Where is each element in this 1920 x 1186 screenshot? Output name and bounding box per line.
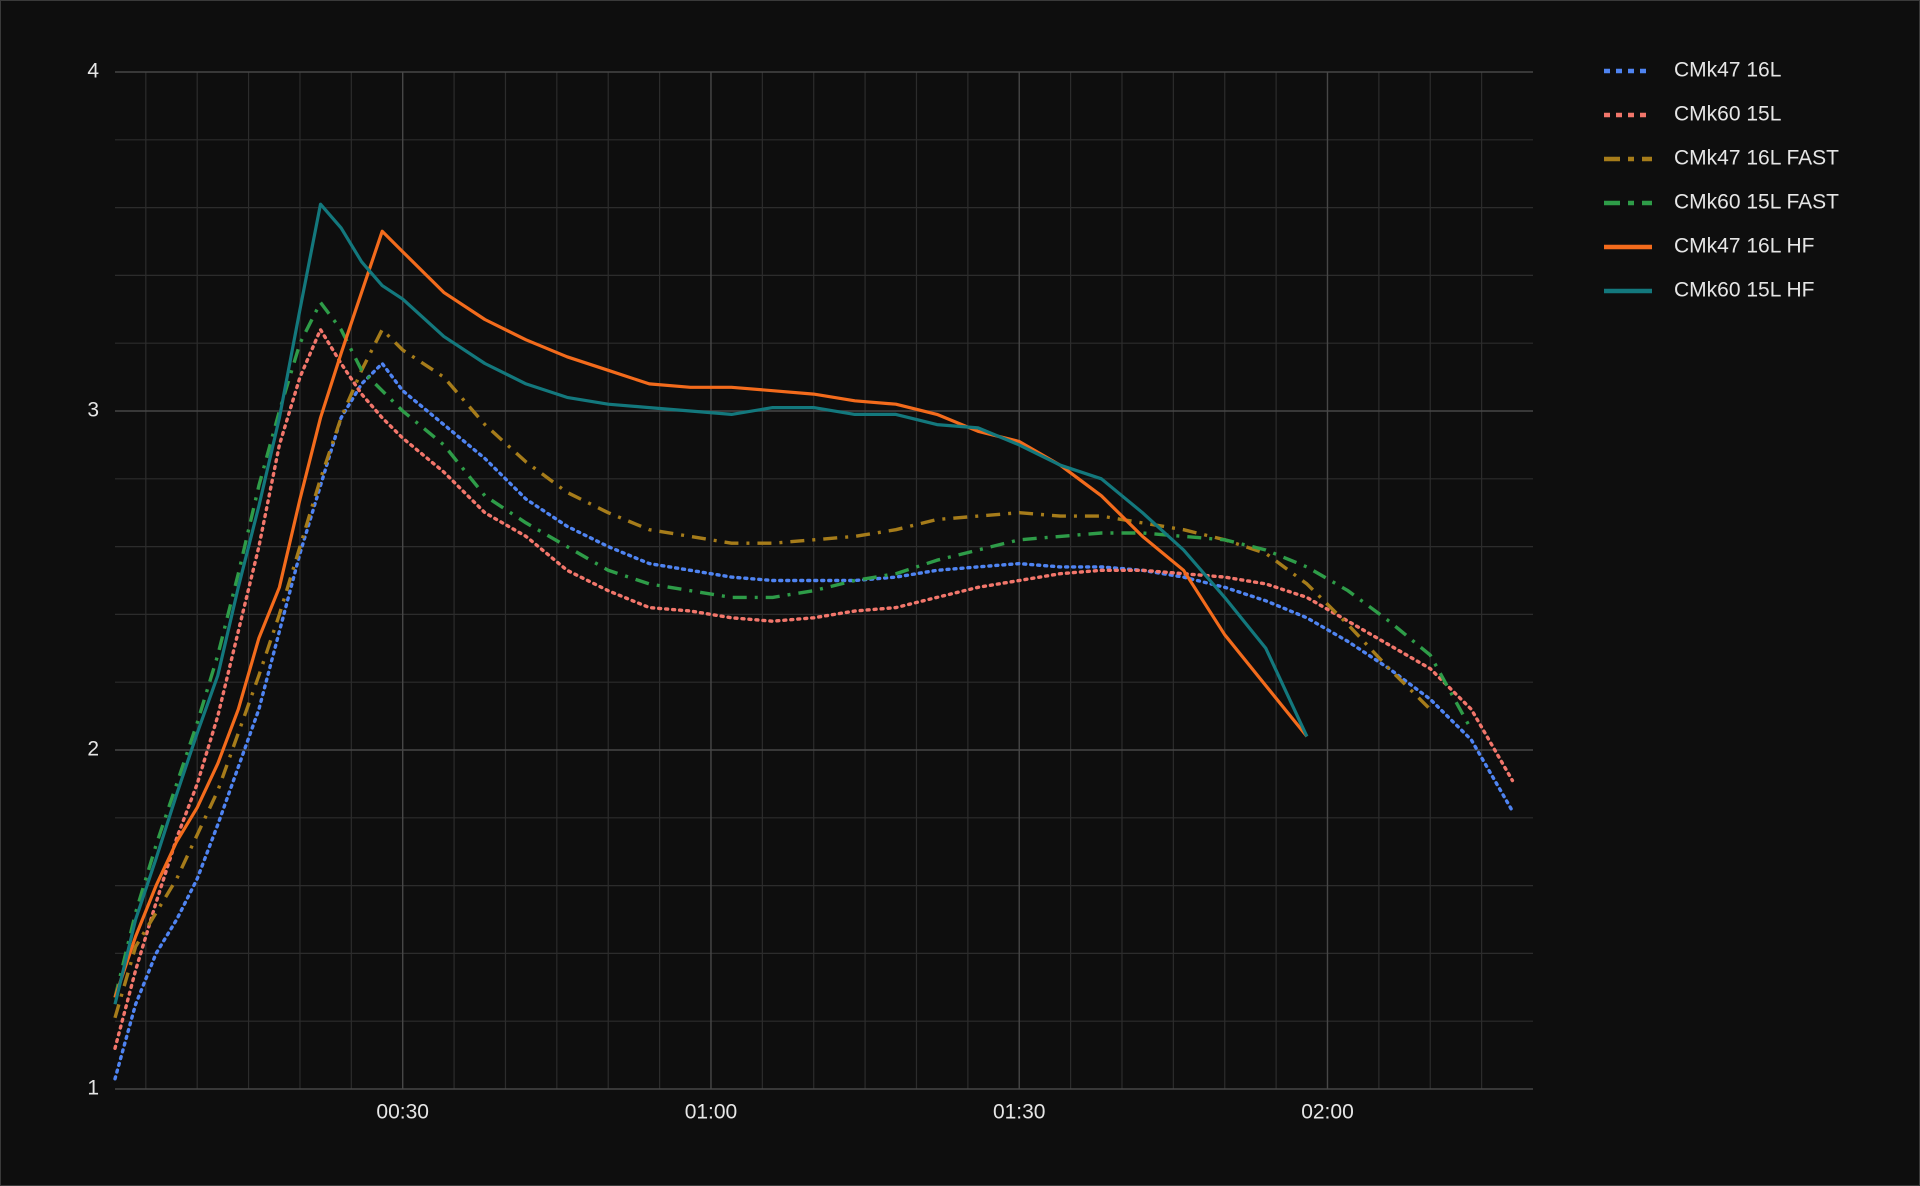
y-tick-label: 3 [87,399,99,422]
legend-label: CMk60 15L [1674,103,1781,126]
legend-label: CMk60 15L FAST [1674,191,1839,214]
y-tick-label: 4 [87,60,99,83]
x-tick-label: 00:30 [376,1101,429,1124]
legend-label: CMk47 16L HF [1674,235,1814,258]
series-line [113,300,1473,998]
series-line [113,361,1515,1081]
series-line [113,327,1432,1019]
legend-label: CMk47 16L FAST [1674,147,1839,170]
x-tick-label: 02:00 [1301,1101,1354,1124]
legend-label: CMk47 16L [1674,59,1781,82]
y-tick-label: 2 [87,738,99,761]
series-line [113,202,1309,1005]
x-tick-label: 01:00 [685,1101,738,1124]
y-tick-label: 1 [87,1077,99,1100]
legend-label: CMk60 15L HF [1674,279,1814,302]
x-tick-label: 01:30 [993,1101,1046,1124]
